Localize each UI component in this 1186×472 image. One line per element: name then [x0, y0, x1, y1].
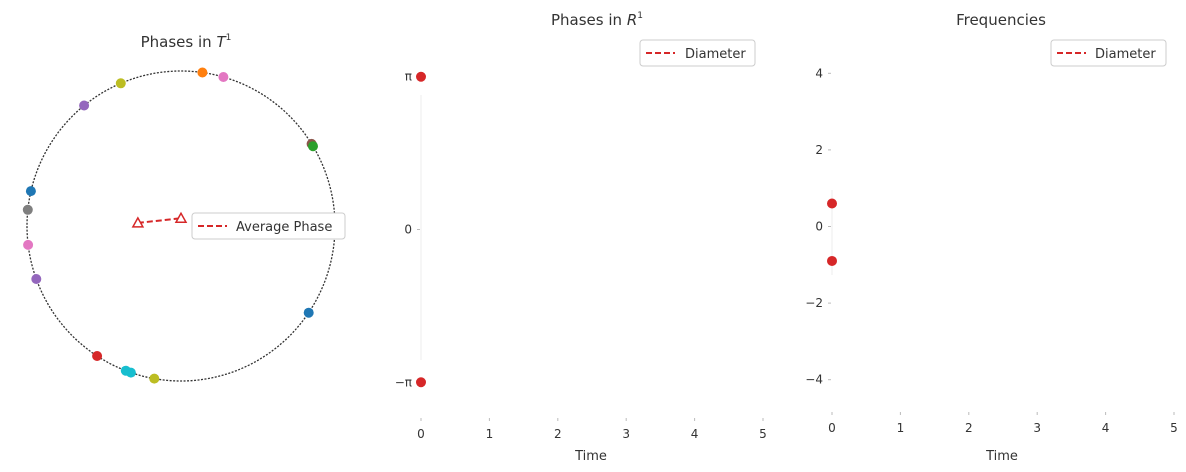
- xtick-label-1: 1: [486, 427, 494, 441]
- xtick-label-2: 2: [965, 421, 973, 435]
- panel3-diameter-points: [827, 198, 837, 266]
- phase-point-7: [22, 204, 33, 215]
- panel2-legend: Diameter: [639, 39, 756, 67]
- average-phase-line: [131, 211, 188, 228]
- panel3-xlabel: Time: [985, 449, 1018, 464]
- ytick-label-0: π: [405, 70, 412, 84]
- ytick-label-1: 0: [404, 223, 412, 237]
- phase-point-8: [23, 239, 34, 250]
- diameter-point-0: [416, 71, 426, 82]
- xtick-label-4: 4: [691, 427, 699, 441]
- legend-box: [191, 212, 346, 240]
- phase-point-1: [218, 72, 229, 82]
- phase-point-10: [92, 351, 103, 361]
- phase-point-14: [303, 307, 314, 318]
- legend-label: Diameter: [685, 47, 746, 62]
- phase-points: [22, 67, 318, 384]
- panel-phases-real: Phases in R1 π 0 −π 0 1 2 3 4 5 Time Diameter: [395, 11, 767, 464]
- panel2-title: Phases in R1: [551, 11, 643, 29]
- ytick-label-2: 0: [815, 220, 823, 234]
- average-phase-marker-0: [131, 216, 145, 228]
- legend-label: Average Phase: [236, 220, 332, 235]
- panel3-xticks: 0 1 2 3 4 5: [828, 412, 1178, 435]
- phase-point-3: [308, 141, 318, 152]
- xtick-label-3: 3: [1033, 421, 1041, 435]
- panel-frequencies: Frequencies 4 2 0 −2 −4 0 1 2 3 4 5 Time Diameter: [805, 11, 1178, 464]
- xtick-label-0: 0: [828, 421, 836, 435]
- ytick-label-1: 2: [815, 143, 823, 157]
- xtick-label-4: 4: [1102, 421, 1110, 435]
- legend-box: [1050, 39, 1167, 67]
- diameter-point-1: [416, 377, 426, 388]
- panel3-yticks: 4 2 0 −2 −4: [805, 66, 831, 387]
- phase-point-9: [31, 274, 42, 284]
- panel2-xticks: 0 1 2 3 4 5: [417, 418, 767, 441]
- diameter-point-1: [827, 255, 837, 266]
- legend-box: [639, 39, 756, 67]
- panel1-legend: Average Phase: [191, 212, 346, 240]
- ytick-label-0: 4: [815, 66, 823, 80]
- panel2-diameter-points: [416, 71, 426, 388]
- panel3-title: Frequencies: [956, 11, 1046, 29]
- xtick-label-0: 0: [417, 427, 425, 441]
- average-phase-marker-1: [174, 211, 188, 223]
- xtick-label-2: 2: [554, 427, 562, 441]
- xtick-label-5: 5: [759, 427, 767, 441]
- legend-label: Diameter: [1095, 47, 1156, 62]
- phase-point-12: [120, 365, 131, 376]
- panel1-title: Phases in T1: [141, 33, 232, 51]
- xtick-label-5: 5: [1170, 421, 1178, 435]
- phase-point-13: [149, 373, 160, 384]
- panel3-legend: Diameter: [1050, 39, 1167, 67]
- xtick-label-3: 3: [622, 427, 630, 441]
- ytick-label-4: −4: [805, 373, 823, 387]
- panel2-xlabel: Time: [574, 449, 607, 464]
- average-phase-segment: [137, 217, 182, 224]
- phase-point-0: [197, 67, 208, 78]
- diameter-point-0: [827, 198, 837, 209]
- xtick-label-1: 1: [897, 421, 905, 435]
- phase-point-5: [79, 100, 90, 111]
- phase-point-6: [25, 186, 36, 197]
- panel2-yticks: π 0 −π: [395, 70, 420, 389]
- ytick-label-3: −2: [805, 296, 823, 310]
- phase-point-4: [115, 78, 126, 89]
- panel-phases-torus: Phases in T1 Average Phase: [22, 33, 346, 384]
- ytick-label-2: −π: [395, 375, 412, 389]
